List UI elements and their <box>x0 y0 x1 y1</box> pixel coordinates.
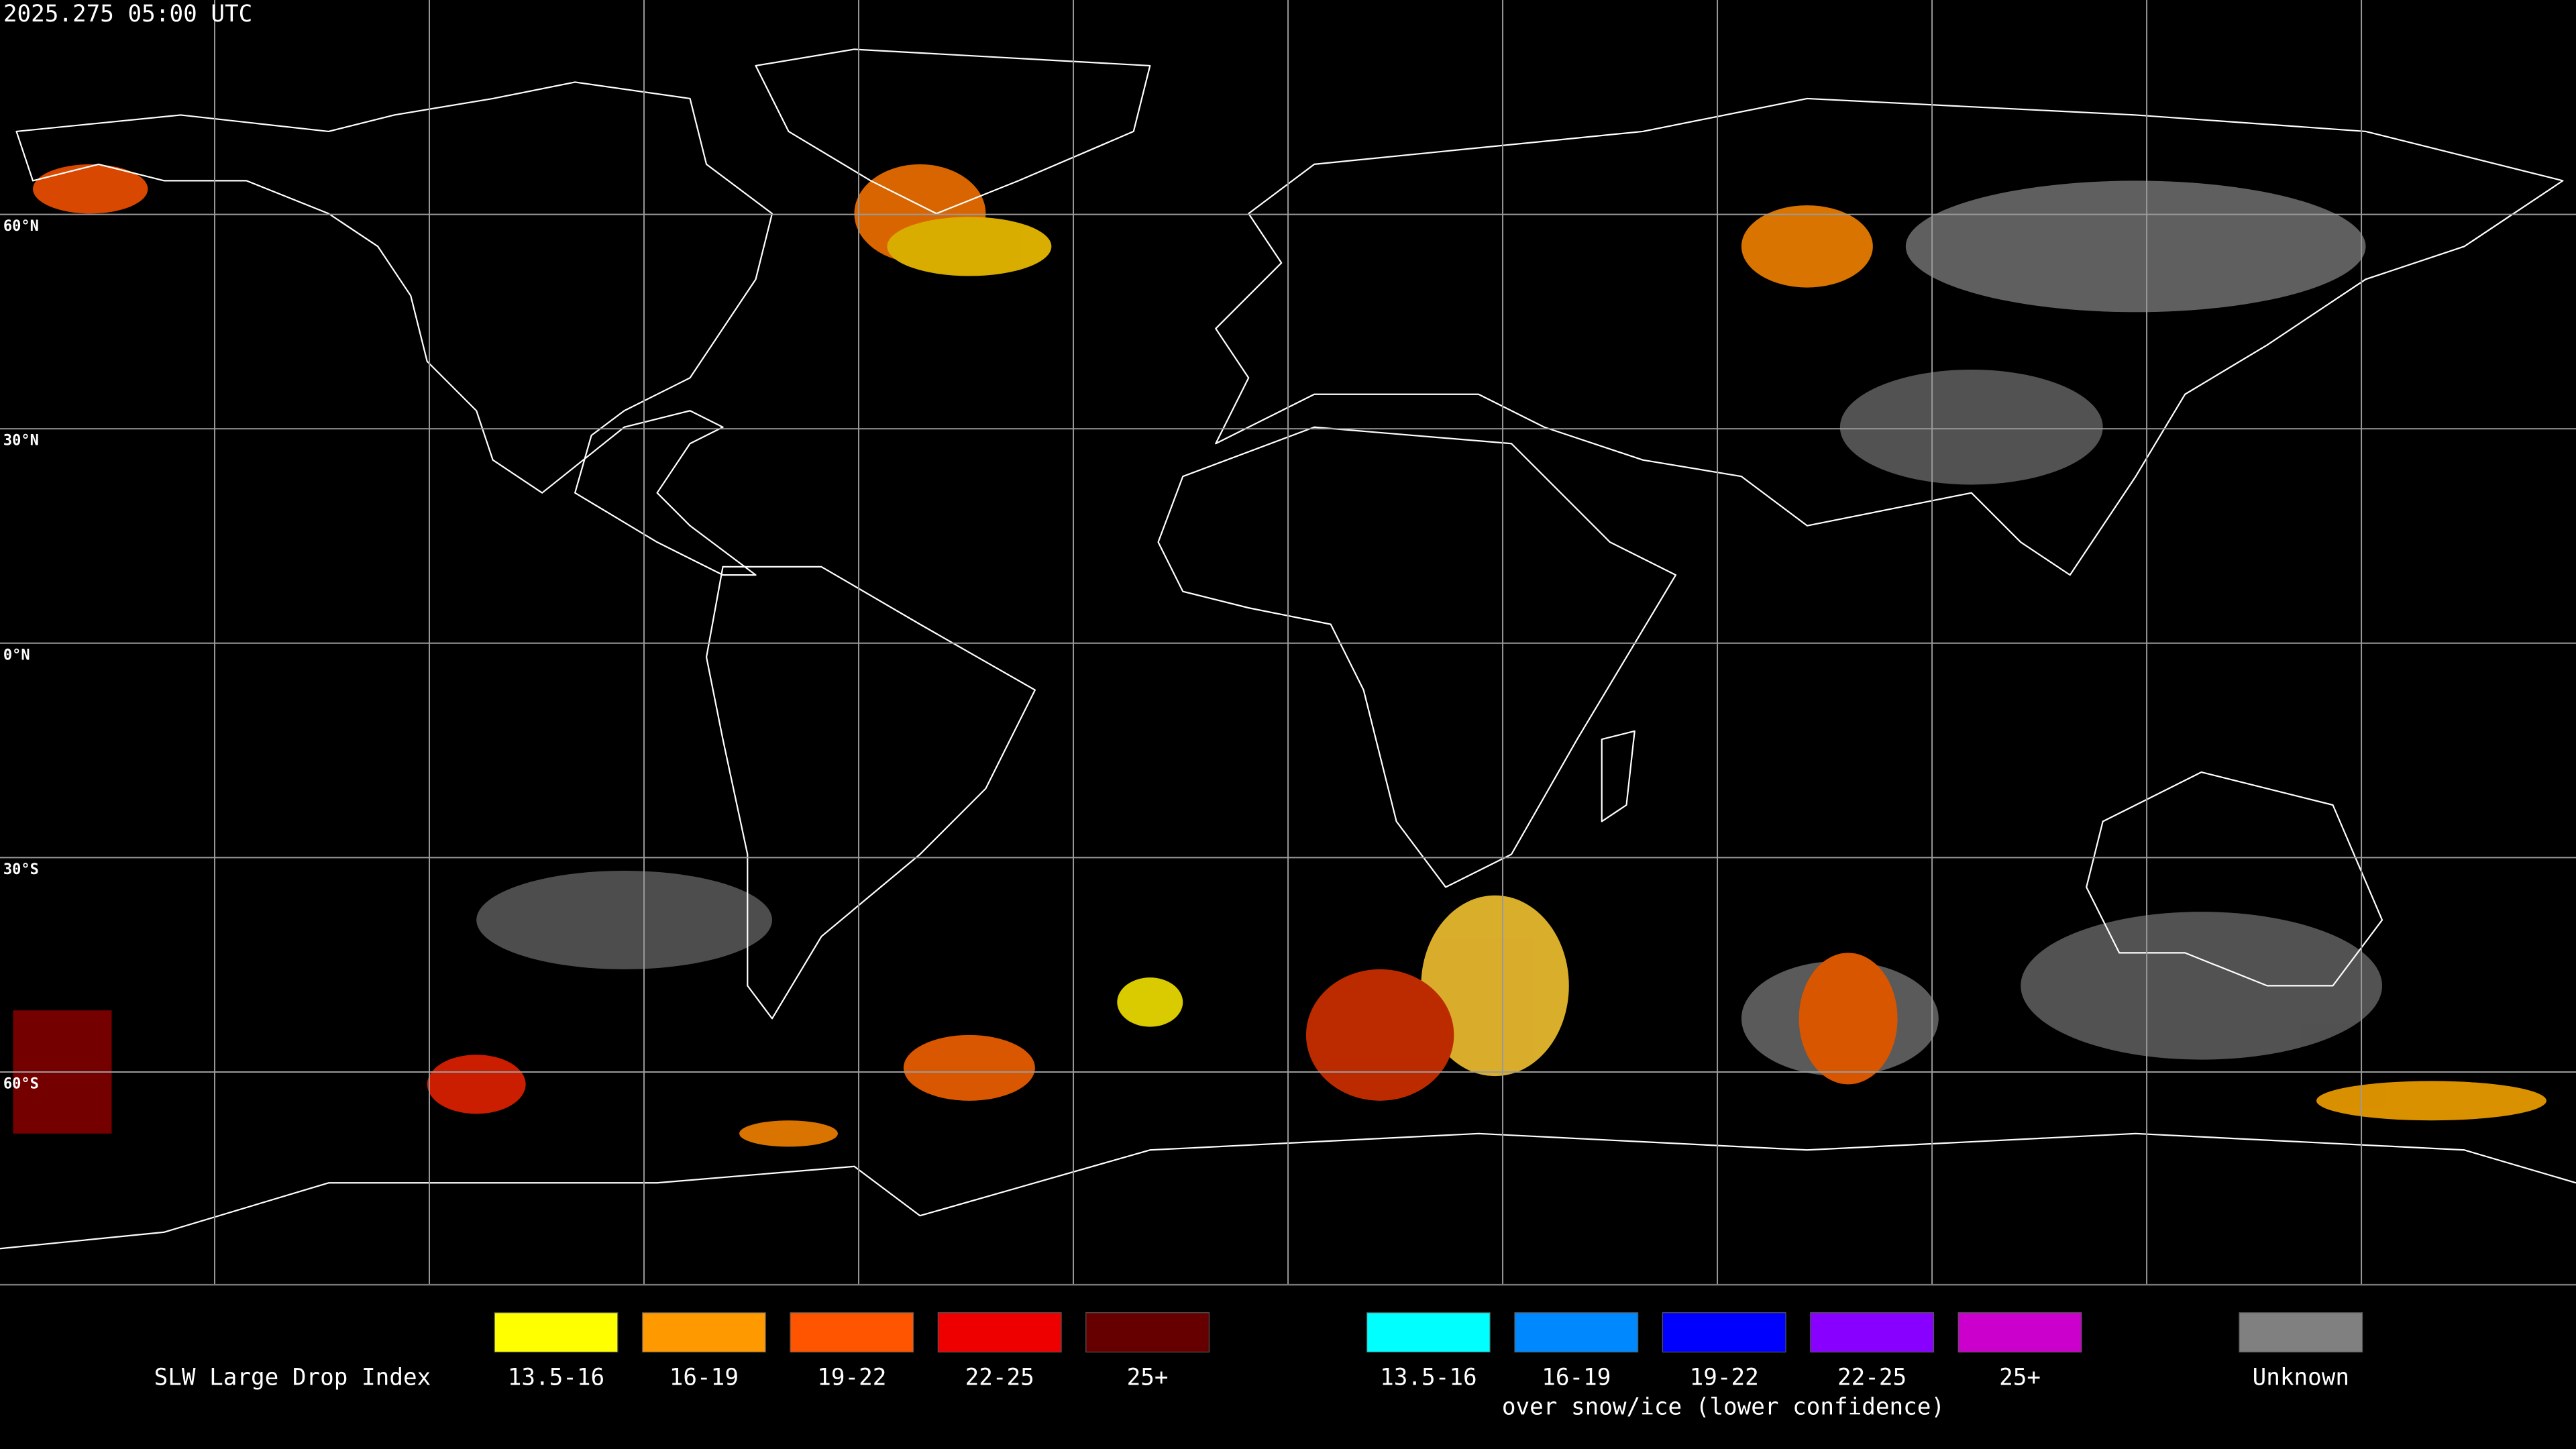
slw-area <box>887 217 1052 276</box>
legend-label: 25+ <box>1999 1364 2041 1391</box>
legend-swatch <box>1810 1312 1935 1353</box>
latitude-label: 30°S <box>3 861 39 878</box>
latitude-label: 30°N <box>3 433 39 449</box>
snow-note: over snow/ice (lower confidence) <box>1502 1394 1945 1421</box>
legend-label: 16-19 <box>1542 1364 1611 1391</box>
coastline <box>2086 771 2383 987</box>
legend-label: 13.5-16 <box>1380 1364 1477 1391</box>
legend-swatch <box>1085 1312 1210 1353</box>
legend: 13.5-16 16-19 19-22 22-25 25+ 13.5-16 16-19 19-… <box>494 1312 2363 1391</box>
legend-swatch <box>1957 1312 2082 1353</box>
coastline <box>15 81 773 576</box>
legend-label: 19-22 <box>1690 1364 1759 1391</box>
coastline <box>1215 97 2564 576</box>
unknown-area <box>476 870 773 969</box>
slw-area <box>903 1034 1035 1101</box>
coastline <box>1157 426 1677 888</box>
legend-swatch <box>1366 1312 1491 1353</box>
latitude-label: 60°N <box>3 218 39 235</box>
coastline <box>0 1132 2576 1250</box>
legend-label: 25+ <box>1127 1364 1169 1391</box>
legend-swatch <box>1514 1312 1639 1353</box>
slw-area <box>427 1055 526 1114</box>
legend-swatch <box>641 1312 766 1353</box>
legend-swatch <box>790 1312 914 1353</box>
legend-label: 22-25 <box>1837 1364 1907 1391</box>
unknown-area <box>2021 912 2383 1060</box>
coastline <box>705 566 1036 1020</box>
slw-area <box>1799 953 1898 1085</box>
latitude-label: 60°S <box>3 1075 39 1092</box>
unknown-area <box>1839 370 2103 485</box>
legend-label: Unknown <box>2253 1364 2349 1391</box>
legend-label: 19-22 <box>817 1364 886 1391</box>
latitude-label: 0°N <box>3 647 30 663</box>
legend-label: 16-19 <box>669 1364 739 1391</box>
coastlines <box>0 48 2576 1250</box>
slw-area <box>32 164 148 214</box>
legend-swatch <box>494 1312 619 1353</box>
slw-area <box>1117 977 1183 1027</box>
slw-area <box>1421 895 1569 1077</box>
unknown-area <box>1905 180 2366 313</box>
legend-label: 13.5-16 <box>508 1364 604 1391</box>
legend-title: SLW Large Drop Index <box>154 1364 431 1391</box>
slw-area <box>739 1120 838 1147</box>
slw-area <box>2316 1081 2546 1121</box>
coastline <box>1601 730 1635 822</box>
timestamp: 2025.275 05:00 UTC <box>3 1 252 28</box>
slw-area <box>1741 205 1873 288</box>
legend-swatch <box>1662 1312 1786 1353</box>
legend-swatch <box>2239 1312 2363 1353</box>
coastline <box>755 48 1151 215</box>
cloud-field <box>13 164 2546 1147</box>
legend-label: 22-25 <box>965 1364 1034 1391</box>
slw-area <box>1305 969 1454 1101</box>
graticule: 60°N 30°N 0°N 30°S 60°S <box>0 0 2576 1285</box>
legend-swatch <box>937 1312 1062 1353</box>
